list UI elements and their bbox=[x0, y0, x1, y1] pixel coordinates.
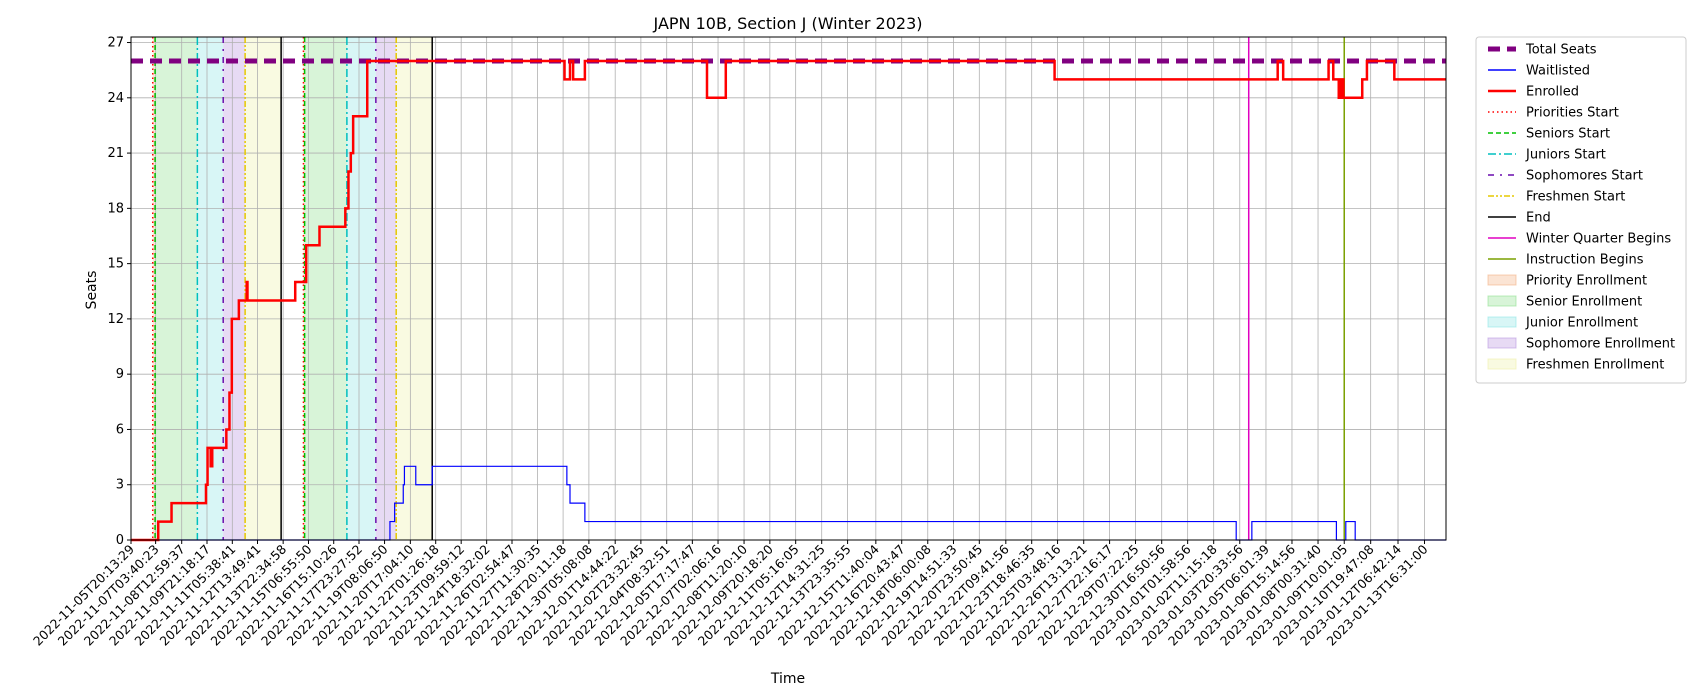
legend-label: Junior Enrollment bbox=[1525, 316, 1638, 331]
enrollment-period-shading bbox=[152, 37, 433, 540]
shade-sophomore-enrollment bbox=[223, 37, 246, 540]
legend-label: Waitlisted bbox=[1526, 64, 1590, 79]
legend-label: Sophomores Start bbox=[1526, 169, 1643, 184]
legend-label: Seniors Start bbox=[1526, 127, 1610, 142]
y-tick-label: 6 bbox=[116, 422, 124, 437]
legend-swatch bbox=[1487, 274, 1517, 286]
legend-swatch bbox=[1487, 337, 1517, 349]
x-axis-ticks: 2022-11-05T20:13:292022-11-07T03:40:2320… bbox=[30, 540, 1431, 649]
shade-senior-enrollment bbox=[155, 37, 198, 540]
legend-box bbox=[1475, 36, 1687, 384]
legend-label: Instruction Begins bbox=[1526, 253, 1644, 268]
legend-label: Sophomore Enrollment bbox=[1526, 337, 1675, 352]
chart-title: JAPN 10B, Section J (Winter 2023) bbox=[653, 14, 923, 33]
series-enrolled bbox=[131, 59, 1446, 542]
y-axis-ticks: 0 3 6 9 12 15 18 21 24 27 bbox=[107, 36, 131, 548]
legend-label: Freshmen Start bbox=[1526, 190, 1625, 205]
legend-label: Senior Enrollment bbox=[1526, 295, 1642, 310]
y-tick-label: 24 bbox=[107, 91, 124, 106]
legend-swatch bbox=[1487, 316, 1517, 328]
legend-label: Freshmen Enrollment bbox=[1526, 358, 1664, 373]
shade-priority-enrollment bbox=[152, 37, 156, 540]
legend-label: Total Seats bbox=[1525, 43, 1597, 58]
legend-label: Enrolled bbox=[1526, 85, 1579, 100]
legend-label: End bbox=[1526, 211, 1551, 226]
y-tick-label: 12 bbox=[107, 312, 124, 327]
legend-swatch bbox=[1487, 295, 1517, 307]
vertical-markers bbox=[151, 37, 1345, 540]
x-axis-label: Time bbox=[770, 671, 805, 687]
plot-frame bbox=[130, 36, 1447, 541]
legend: Total Seats Waitlisted Enrolled Priorities … bbox=[1475, 36, 1687, 384]
y-tick-label: 0 bbox=[116, 533, 124, 548]
legend-label: Priority Enrollment bbox=[1526, 274, 1647, 289]
legend-label: Juniors Start bbox=[1525, 148, 1606, 163]
legend-label: Priorities Start bbox=[1526, 106, 1619, 121]
shade-freshmen-enrollment bbox=[245, 37, 282, 540]
legend-swatch bbox=[1487, 358, 1517, 370]
shade-senior-enrollment bbox=[304, 37, 347, 540]
legend-label: Winter Quarter Begins bbox=[1526, 232, 1671, 247]
y-tick-label: 3 bbox=[116, 478, 124, 493]
y-tick-label: 21 bbox=[107, 146, 124, 161]
y-tick-label: 15 bbox=[107, 257, 124, 272]
y-tick-label: 9 bbox=[116, 367, 124, 382]
y-tick-label: 18 bbox=[107, 201, 124, 216]
y-tick-label: 27 bbox=[107, 36, 124, 51]
y-axis-label: Seats bbox=[84, 271, 100, 310]
shade-freshmen-enrollment bbox=[396, 37, 433, 540]
shade-sophomore-enrollment bbox=[375, 37, 397, 540]
shade-junior-enrollment bbox=[346, 37, 376, 540]
